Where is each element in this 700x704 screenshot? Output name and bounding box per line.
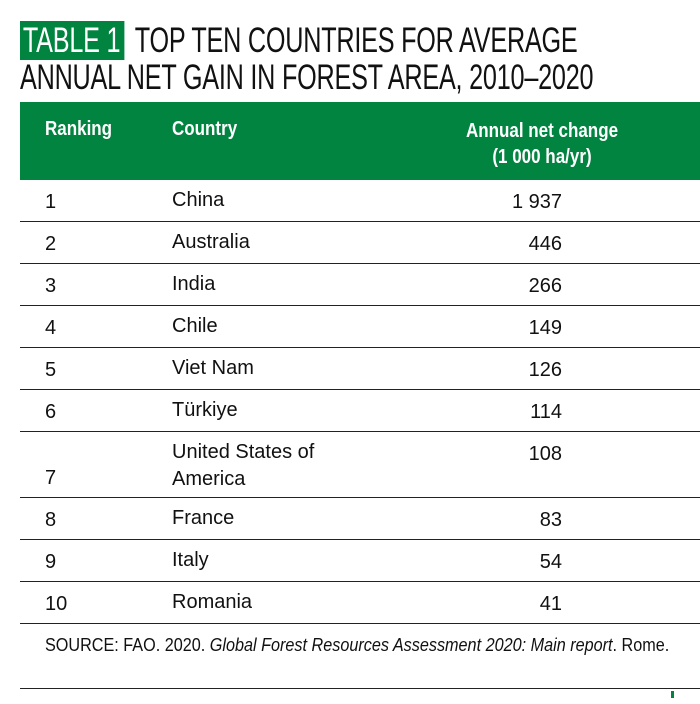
value-cell: 108 [528, 443, 562, 465]
country-cell: Italy [172, 549, 209, 571]
value-cell: 126 [528, 359, 562, 381]
footer-divider [20, 688, 700, 689]
title-line-1: TOP TEN COUNTRIES FOR AVERAGE [134, 21, 578, 60]
table-row: 9 Italy 54 [20, 540, 700, 582]
table-row: 5 Viet Nam 126 [20, 348, 700, 390]
value-cell: 266 [528, 275, 562, 297]
header-ranking: Ranking [45, 118, 113, 140]
country-cell: China [172, 189, 225, 211]
table-row: 8 France 83 [20, 498, 700, 540]
table-body: 1 China 1 937 2 Australia 446 3 India 266 4 Chile 1… [20, 180, 700, 624]
rank-cell: 7 [45, 467, 57, 489]
value-cell: 54 [539, 551, 562, 573]
country-cell: Australia [172, 231, 250, 253]
country-cell: Romania [172, 591, 253, 613]
value-cell: 149 [528, 317, 562, 339]
value-cell: 446 [528, 233, 562, 255]
rank-cell: 10 [45, 593, 68, 615]
table-row: 3 India 266 [20, 264, 700, 306]
value-cell: 1 937 [511, 191, 562, 213]
rank-cell: 4 [45, 317, 57, 339]
source-note: SOURCE: FAO. 2020. Global Forest Resourc… [45, 635, 670, 655]
table-row: 7 United States of America 108 [20, 432, 700, 498]
rank-cell: 5 [45, 359, 57, 381]
table-row: 6 Türkiye 114 [20, 390, 700, 432]
rank-cell: 3 [45, 275, 57, 297]
value-cell: 114 [530, 401, 562, 423]
rank-cell: 1 [45, 191, 57, 213]
header-value: Annual net change (1 000 ha/yr) [465, 120, 619, 168]
table-row: 10 Romania 41 [20, 582, 700, 624]
value-cell: 41 [539, 593, 562, 615]
rank-cell: 2 [45, 233, 57, 255]
country-cell: Türkiye [172, 399, 238, 421]
country-cell: Viet Nam [172, 357, 254, 379]
table-header: Ranking Country Annual net change (1 000 … [20, 102, 700, 180]
country-cell: India [172, 273, 216, 295]
table-title: TABLE 1 TOP TEN COUNTRIES FOR AVERAGE ANN… [20, 21, 668, 97]
country-cell: United States of America [172, 441, 315, 490]
table-row: 4 Chile 149 [20, 306, 700, 348]
rank-cell: 9 [45, 551, 57, 573]
country-cell: France [172, 507, 235, 529]
title-line-2: ANNUAL NET GAIN IN FOREST AREA, 2010–202… [20, 58, 594, 97]
table-row: 2 Australia 446 [20, 222, 700, 264]
green-mark [671, 691, 674, 698]
rank-cell: 8 [45, 509, 57, 531]
table-row: 1 China 1 937 [20, 180, 700, 222]
rank-cell: 6 [45, 401, 57, 423]
country-cell: Chile [172, 315, 218, 337]
header-country: Country [172, 118, 238, 140]
value-cell: 83 [539, 509, 562, 531]
table-number-tag: TABLE 1 [20, 21, 125, 60]
